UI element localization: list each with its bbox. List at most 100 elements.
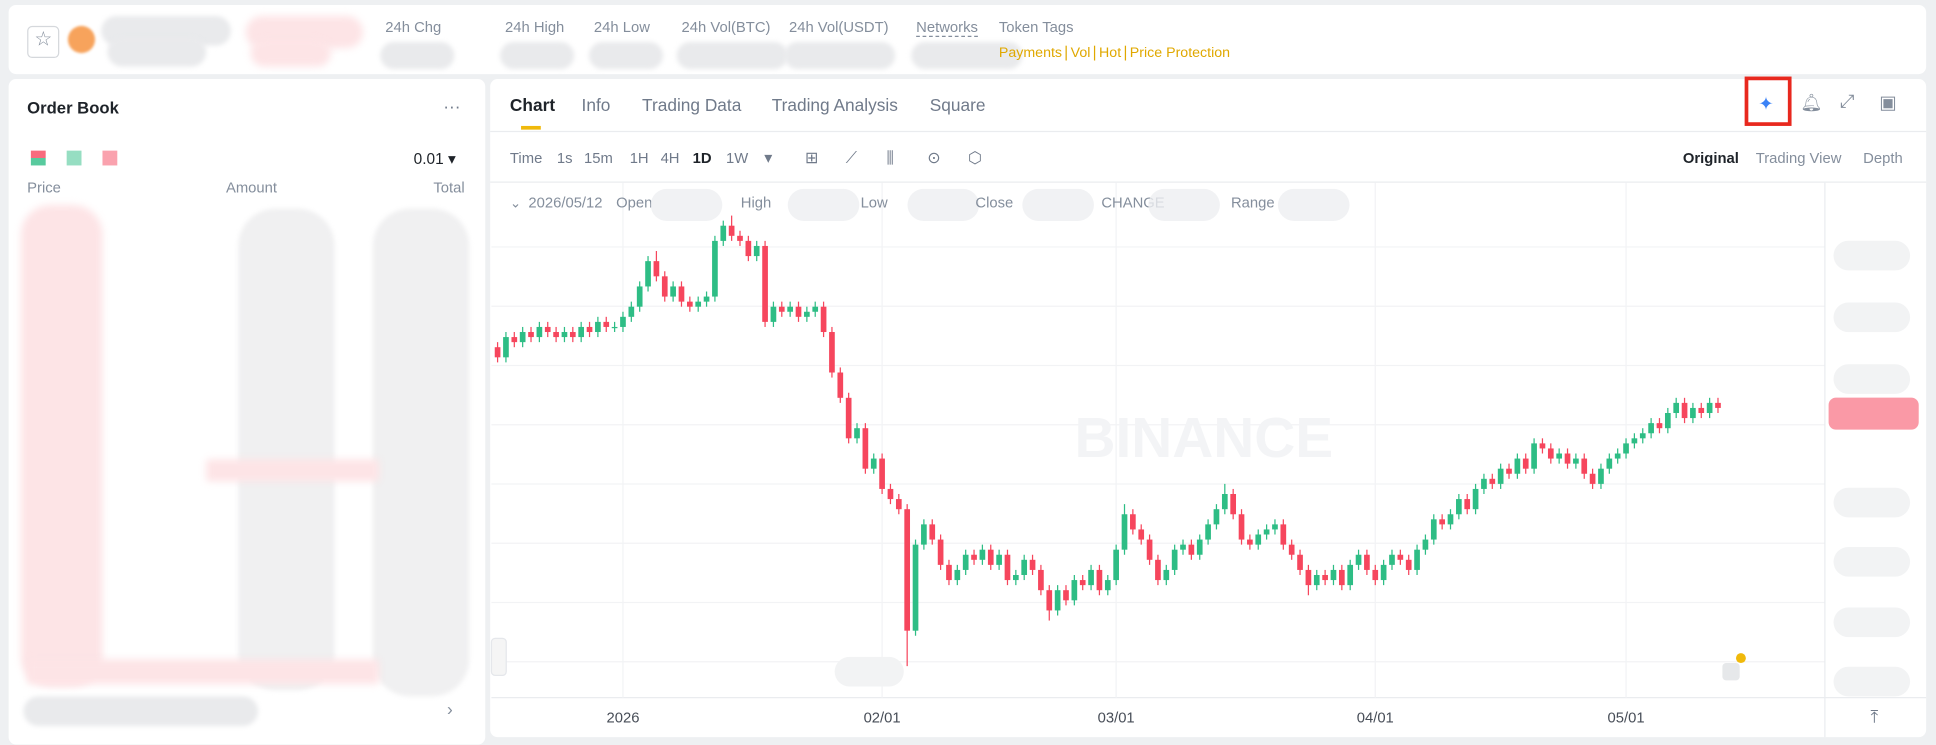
candle-body [494,347,501,358]
ai-button[interactable]: ✦ [1758,93,1774,115]
collapse-handle[interactable] [490,637,507,676]
legend-field: Low [861,195,888,211]
expand-arrow[interactable]: › [446,698,453,719]
candle-body [1096,569,1103,591]
candle-body [511,337,518,343]
interval-button[interactable]: 15m [584,149,613,167]
alert-button[interactable]: 🔔︎ [1800,92,1823,113]
toolbar-icon[interactable]: ⊞ [805,148,819,167]
chart-tab[interactable]: Info [581,95,611,115]
token-tag[interactable]: Payments [998,45,1063,61]
blurred-stat-value [588,41,664,70]
candle-body [1054,590,1061,611]
candle-body [954,569,961,581]
column-header: Total [433,179,465,197]
candle-body [1706,402,1713,414]
candle-body [753,245,760,257]
candle-body [762,245,768,322]
candle-body [1581,458,1588,474]
favorite-button[interactable]: ☆ [27,25,60,59]
toolbar-icon[interactable]: ⫼ [886,148,894,167]
candle-body [1589,473,1596,484]
candle-body [544,326,551,333]
view-asks[interactable] [102,150,118,166]
candle-body [728,225,735,236]
interval-button[interactable]: 1H [629,149,649,167]
view-both[interactable] [30,150,46,166]
candle-body [804,311,810,317]
order-book-title: Order Book [27,98,119,118]
candle-body [678,286,685,302]
candle-body [1447,514,1454,525]
candle-body [595,321,601,333]
blurred-prices [20,204,103,687]
candle-body [1422,539,1429,550]
candle-body [1297,554,1303,570]
column-header: Price [27,179,61,197]
watermark: BINANCE [1074,407,1333,470]
interval-button[interactable]: 1D [692,149,712,167]
blurred-last-price [23,696,259,727]
interval-button[interactable]: 1W [726,149,749,167]
chart-tab[interactable]: Chart [509,95,556,115]
x-tick-label: 05/01 [1608,710,1645,726]
view-button[interactable]: Trading View [1755,149,1842,167]
toolbar-icon[interactable]: ⟋ [845,148,858,167]
candle-body [528,332,534,338]
candle-body [1012,574,1019,581]
candle-body [695,301,702,307]
blurred-stat-value [784,41,896,70]
view-button[interactable]: Depth [1863,149,1903,167]
candle-body [1355,554,1362,565]
token-tag[interactable]: Vol [1065,45,1091,61]
candle-body [611,326,618,329]
stat-label: 24h Vol(BTC) [681,18,771,36]
fullscreen-button[interactable]: ⤢ [1839,91,1855,113]
layout-button[interactable]: ▣ [1879,92,1897,114]
candle-body [1238,514,1245,540]
chart-tab[interactable]: Trading Analysis [771,95,898,115]
legend-date: 2026/05/12 [528,195,602,211]
candle-body [1113,549,1119,581]
legend-field: High [741,195,771,211]
candle-body [745,240,752,257]
blurred-price-label [1833,487,1911,518]
candle-body [1715,402,1721,408]
interval-button[interactable]: Time [509,149,543,167]
candle-body [971,554,977,560]
interval-button[interactable]: 4H [660,149,680,167]
blurred-price-label [1833,546,1911,577]
toolbar-icon[interactable]: ⬡ [968,148,983,167]
chart-tab[interactable]: Trading Data [642,95,742,115]
view-bids[interactable] [66,150,82,166]
token-tag[interactable]: Hot [1094,45,1122,61]
candle-body [1506,468,1512,474]
candle-body [628,306,635,317]
view-button[interactable]: Original [1682,149,1739,167]
candle-body [1146,539,1153,560]
candle-body [1046,590,1053,611]
toolbar-icon[interactable]: ⊙ [927,148,941,167]
legend-field: Range [1231,195,1275,211]
candle-body [1247,539,1253,545]
toolbar-icon[interactable]: ▾ [764,148,773,167]
interval-button[interactable]: 1s [556,149,573,167]
coin-icon [67,25,96,54]
chart-tab[interactable]: Square [929,95,986,115]
candle-body [1514,458,1521,474]
depth-bar [206,459,380,482]
candle-body [603,321,610,327]
candle-body [1038,569,1044,591]
candle-body [686,301,693,307]
candle-body [737,235,743,241]
candle-body [1104,580,1111,591]
depth-bar [27,659,380,685]
precision-select[interactable]: 0.01 ▾ [413,150,456,168]
legend-toggle: ⌄ [510,195,521,210]
more-menu[interactable]: ··· [443,96,461,117]
x-tick-label: 2026 [607,710,640,726]
candle-body [1389,554,1395,565]
token-tag[interactable]: Price Protection [1124,45,1231,61]
